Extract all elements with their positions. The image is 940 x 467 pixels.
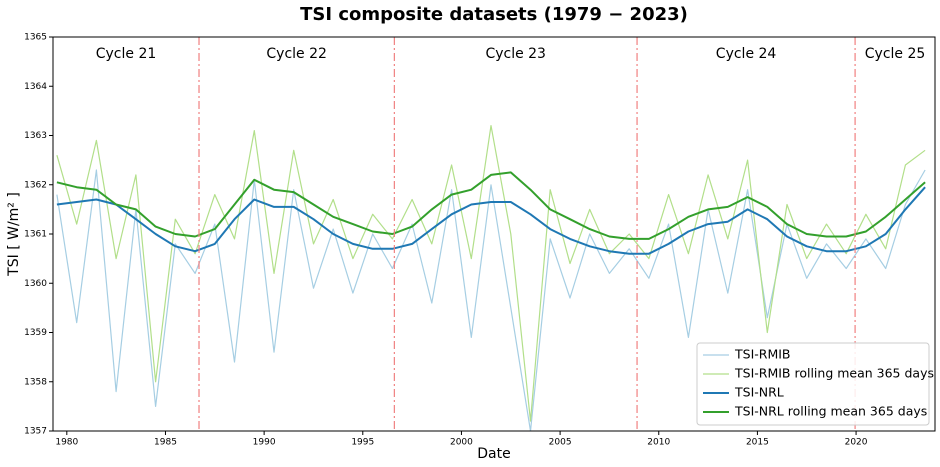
x-tick-label: 1980 — [55, 438, 78, 448]
legend-label: TSI-RMIB rolling mean 365 days — [734, 366, 934, 381]
cycle-label: Cycle 22 — [266, 46, 327, 62]
y-tick-label: 1360 — [24, 279, 47, 289]
legend: TSI-RMIB TSI-RMIB rolling mean 365 days TS… — [696, 342, 934, 426]
cycle-label: Cycle 24 — [716, 46, 777, 62]
x-tick-label: 2020 — [845, 438, 868, 448]
x-tick-label: 1985 — [154, 438, 177, 448]
plot-area — [56, 125, 926, 431]
y-tick-label: 1362 — [24, 180, 47, 190]
cycle-label: Cycle 21 — [96, 46, 157, 62]
chart-title: TSI composite datasets (1979 − 2023) — [300, 4, 688, 25]
series-line — [56, 171, 926, 240]
legend-box — [696, 342, 930, 426]
y-axis-label: TSI [ W/m² ] — [6, 192, 22, 277]
series-line — [56, 169, 926, 431]
x-tick-label: 2015 — [746, 438, 769, 448]
legend-label: TSI-RMIB — [734, 347, 791, 362]
legend-label: TSI-NRL rolling mean 365 days — [734, 404, 927, 419]
plot-frame — [52, 36, 936, 432]
cycle-label: Cycle 25 — [865, 46, 926, 62]
y-tick-label: 1363 — [24, 131, 47, 141]
x-tick-label: 1990 — [253, 438, 276, 448]
y-tick-label: 1365 — [24, 33, 47, 43]
y-tick-label: 1364 — [24, 82, 47, 92]
cycle-label: Cycle 23 — [485, 46, 546, 62]
y-tick-label: 1358 — [24, 377, 47, 387]
series-line — [56, 186, 926, 255]
x-tick-label: 2005 — [549, 438, 572, 448]
x-axis-label: Date — [477, 446, 510, 462]
x-tick-label: 2000 — [450, 438, 473, 448]
y-tick-label: 1361 — [24, 230, 47, 240]
y-tick-label: 1359 — [24, 328, 47, 338]
legend-label: TSI-NRL — [734, 385, 784, 400]
y-tick-label: 1357 — [24, 427, 47, 437]
x-tick-label: 2010 — [647, 438, 670, 448]
x-tick-label: 1995 — [351, 438, 374, 448]
